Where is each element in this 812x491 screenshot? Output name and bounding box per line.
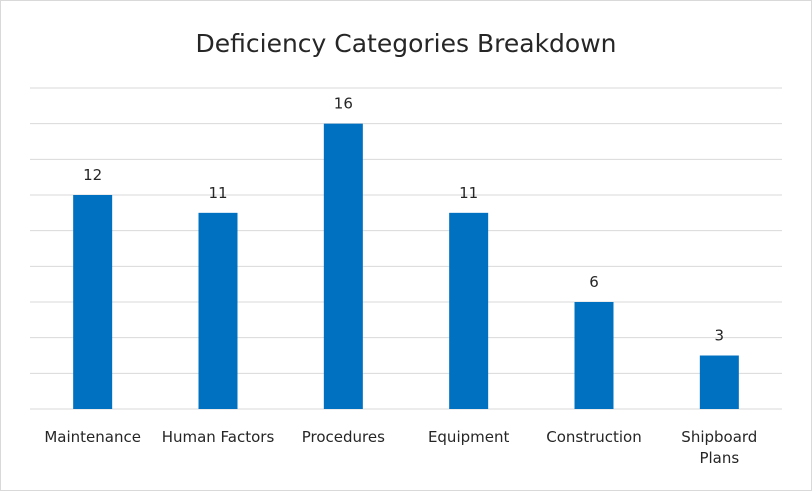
- bar: [574, 302, 614, 409]
- data-label: 16: [334, 95, 353, 113]
- category-label-line: Maintenance: [44, 428, 141, 446]
- category-label-line: Procedures: [302, 428, 385, 446]
- data-label: 12: [83, 166, 102, 184]
- gridlines: [30, 87, 782, 410]
- bars: [73, 123, 739, 410]
- data-label: 11: [208, 184, 227, 202]
- category-labels: Maintenance Human Factors Procedures Equipm…: [44, 428, 757, 467]
- category-label: Human Factors: [162, 428, 275, 446]
- bar: [323, 123, 363, 410]
- data-label: 11: [459, 184, 478, 202]
- bar: [198, 212, 238, 409]
- data-labels: 12 11 16 11 6 3: [83, 95, 724, 345]
- category-label: Equipment: [428, 428, 510, 446]
- bar: [449, 212, 489, 409]
- category-label-line: Plans: [699, 449, 739, 467]
- category-label-line: Shipboard: [681, 428, 757, 446]
- category-label: Shipboard Plans: [681, 428, 757, 467]
- bar: [699, 355, 739, 409]
- chart-title: Deficiency Categories Breakdown: [196, 29, 617, 58]
- category-label: Maintenance: [44, 428, 141, 446]
- category-label-line: Human Factors: [162, 428, 275, 446]
- category-label: Construction: [546, 428, 642, 446]
- category-label-line: Construction: [546, 428, 642, 446]
- category-label-line: Equipment: [428, 428, 510, 446]
- bar: [73, 195, 113, 409]
- data-label: 3: [715, 327, 725, 345]
- data-label: 6: [589, 273, 599, 291]
- category-label: Procedures: [302, 428, 385, 446]
